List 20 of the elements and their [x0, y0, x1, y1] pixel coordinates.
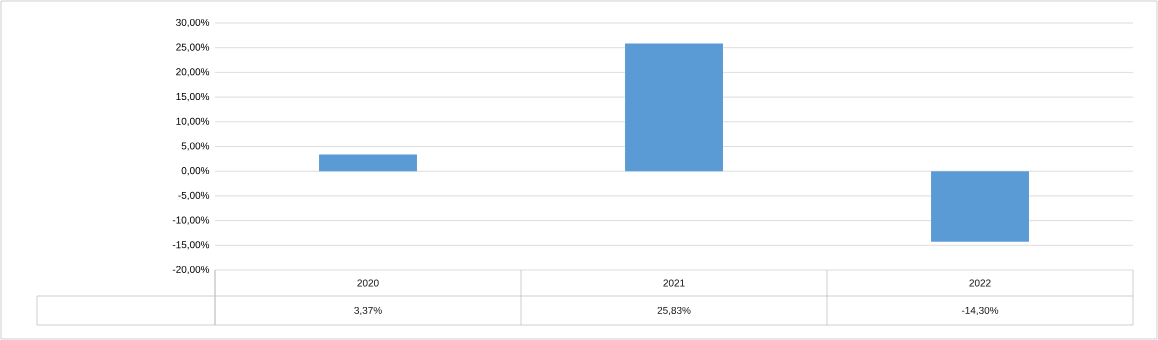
y-tick-label: 5,00% [181, 142, 210, 151]
y-tick-label: 20,00% [176, 68, 210, 77]
y-tick-label: 0,00% [181, 167, 210, 176]
y-tick-label: -15,00% [172, 241, 210, 250]
x-tick-label: 2022 [969, 279, 991, 287]
y-tick-label: -5,00% [178, 191, 210, 201]
data-label: -14,30% [961, 306, 999, 316]
y-tick-label: -20,00% [172, 265, 210, 275]
x-tick-label: 2021 [663, 279, 685, 287]
bar [319, 154, 417, 172]
bar [931, 171, 1029, 242]
y-tick-label: 15,00% [176, 92, 210, 102]
x-tick-label: 2020 [357, 279, 379, 287]
y-tick-label: 10,00% [176, 117, 210, 126]
bar [625, 43, 723, 172]
y-tick-label: 30,00% [176, 18, 210, 28]
data-label: 25,83% [657, 306, 691, 316]
y-tick-label: -10,00% [172, 216, 210, 225]
data-label: 3,37% [354, 306, 382, 316]
y-tick-label: 25,00% [176, 43, 210, 52]
